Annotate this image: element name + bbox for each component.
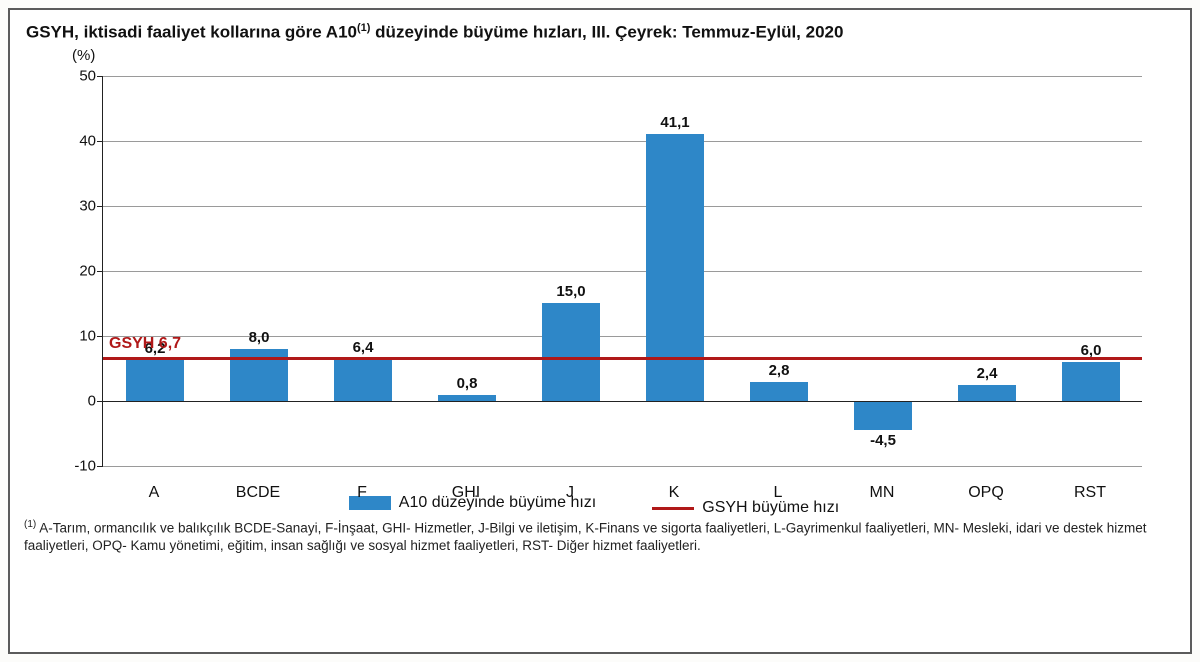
- chart-zone: 6,28,06,40,815,041,12,8-4,52,46,0GSYH 6,…: [24, 66, 1164, 516]
- bar: [1062, 362, 1119, 401]
- zero-axis-line: [103, 401, 1142, 402]
- footnote: (1) A-Tarım, ormancılık ve balıkçılık BC…: [24, 518, 1176, 556]
- bar-value-label: 15,0: [556, 283, 585, 300]
- y-tick-label: 20: [36, 262, 96, 279]
- chart-title: GSYH, iktisadi faaliyet kollarına göre A…: [26, 22, 1176, 43]
- y-tick-label: 50: [36, 67, 96, 84]
- gridline: [103, 206, 1142, 207]
- bar: [958, 385, 1015, 401]
- x-category-label: L: [774, 484, 783, 502]
- x-category-label: K: [669, 484, 680, 502]
- reference-line-label: GSYH 6,7: [109, 335, 181, 353]
- bar: [126, 360, 183, 400]
- y-tick-mark: [97, 271, 103, 272]
- y-axis-unit: (%): [72, 47, 1176, 64]
- x-category-label: RST: [1074, 484, 1106, 502]
- bar: [646, 134, 703, 401]
- chart-frame: GSYH, iktisadi faaliyet kollarına göre A…: [8, 8, 1192, 654]
- x-category-label: F: [357, 484, 367, 502]
- bar: [542, 303, 599, 401]
- legend-swatch-bar: [349, 496, 391, 510]
- bar-value-label: 6,4: [353, 339, 374, 356]
- x-category-label: GHI: [452, 484, 480, 502]
- x-category-label: MN: [870, 484, 895, 502]
- bar-value-label: 6,0: [1081, 342, 1102, 359]
- bar: [854, 401, 911, 430]
- gridline: [103, 76, 1142, 77]
- bar-value-label: -4,5: [870, 432, 896, 449]
- x-category-label: BCDE: [236, 484, 280, 502]
- gridline: [103, 141, 1142, 142]
- y-tick-label: 10: [36, 327, 96, 344]
- bar-value-label: 0,8: [457, 375, 478, 392]
- x-category-label: OPQ: [968, 484, 1004, 502]
- y-tick-mark: [97, 141, 103, 142]
- legend-swatch-line: [652, 507, 694, 510]
- y-tick-mark: [97, 336, 103, 337]
- y-tick-mark: [97, 466, 103, 467]
- bar: [750, 382, 807, 400]
- bar-value-label: 2,4: [977, 365, 998, 382]
- bar: [334, 359, 391, 401]
- x-category-label: A: [149, 484, 160, 502]
- gridline: [103, 271, 1142, 272]
- plot-area: 6,28,06,40,815,041,12,8-4,52,46,0GSYH 6,…: [102, 76, 1142, 466]
- gridline: [103, 466, 1142, 467]
- reference-line: [103, 357, 1142, 360]
- bar-value-label: 2,8: [769, 362, 790, 379]
- legend-item: GSYH büyüme hızı: [652, 499, 839, 517]
- y-tick-label: 0: [36, 392, 96, 409]
- legend-label: GSYH büyüme hızı: [702, 499, 839, 517]
- y-tick-mark: [97, 206, 103, 207]
- bar-value-label: 8,0: [249, 329, 270, 346]
- bar-value-label: 41,1: [660, 114, 689, 131]
- y-tick-label: 30: [36, 197, 96, 214]
- y-tick-label: -10: [36, 457, 96, 474]
- y-tick-mark: [97, 76, 103, 77]
- x-category-label: J: [566, 484, 574, 502]
- y-tick-label: 40: [36, 132, 96, 149]
